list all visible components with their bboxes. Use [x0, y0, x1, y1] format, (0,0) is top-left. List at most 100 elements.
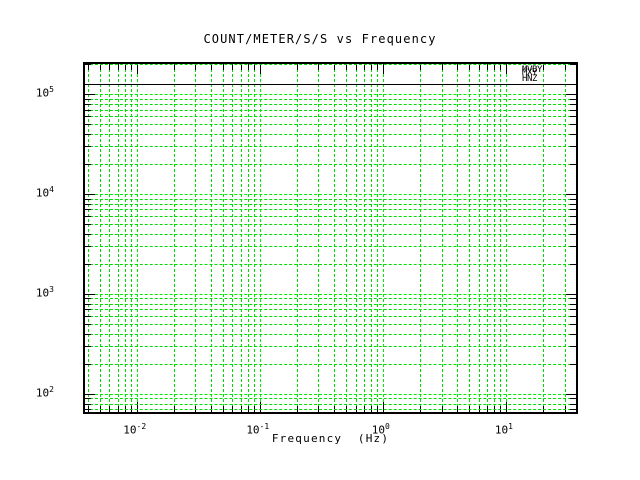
y-axis-tick: [85, 203, 91, 205]
y-axis-tick-right: [570, 333, 576, 335]
x-gridline: [419, 64, 421, 412]
x-axis-tick: [210, 406, 212, 412]
x-axis-tick: [87, 406, 89, 412]
y-axis-tick-right: [570, 316, 576, 318]
y-axis-tick: [85, 316, 91, 318]
y-axis-tick-right: [570, 116, 576, 118]
x-axis-tick: [478, 406, 480, 412]
y-gridline: [85, 303, 576, 305]
x-axis-tick-top: [318, 64, 320, 70]
x-axis-tick: [419, 406, 421, 412]
y-gridline: [85, 64, 576, 65]
y-axis-tick-right: [570, 298, 576, 300]
y-gridline: [85, 309, 576, 311]
y-axis-tick-label: 105: [35, 85, 54, 100]
x-gridline: [363, 64, 365, 412]
x-axis-tick-top: [259, 64, 261, 74]
x-axis-tick-top: [173, 64, 175, 70]
x-axis-tick: [486, 406, 488, 412]
x-axis-tick-top: [109, 64, 111, 70]
x-axis-tick-label: 10-2: [123, 422, 147, 437]
y-axis-tick: [85, 263, 91, 265]
chart-title: COUNT/METER/S/S vs Frequency: [203, 32, 437, 46]
x-gridline: [195, 64, 197, 412]
y-gridline: [85, 323, 576, 325]
y-axis-tick: [85, 198, 91, 200]
x-axis-tick: [240, 406, 242, 412]
y-axis-tick: [85, 133, 91, 135]
y-axis-tick-right: [570, 246, 576, 248]
y-axis-tick: [85, 293, 95, 295]
legend-label-hnz: HNZ: [522, 74, 538, 84]
y-axis-tick: [85, 298, 91, 300]
y-gridline: [85, 363, 576, 365]
y-gridline: [85, 109, 576, 111]
x-gridline: [240, 64, 242, 412]
y-gridline: [85, 333, 576, 335]
x-gridline: [210, 64, 212, 412]
x-axis-tick: [99, 406, 101, 412]
x-axis-tick-top: [195, 64, 197, 70]
x-axis-tick: [109, 406, 111, 412]
y-axis-tick: [85, 323, 91, 325]
y-axis-tick-right: [570, 216, 576, 218]
x-axis-tick: [382, 402, 384, 412]
x-axis-tick: [296, 406, 298, 412]
x-axis-tick: [117, 406, 119, 412]
y-gridline: [85, 146, 576, 148]
x-axis-tick: [131, 406, 133, 412]
x-gridline: [99, 64, 101, 412]
y-axis-tick: [85, 64, 91, 65]
y-axis-tick-right: [570, 398, 576, 400]
x-gridline: [478, 64, 480, 412]
x-axis-tick-top: [254, 64, 256, 70]
y-gridline: [85, 133, 576, 135]
x-axis-tick-top: [486, 64, 488, 70]
x-axis-tick-top: [345, 64, 347, 70]
x-axis-tick-top: [117, 64, 119, 70]
y-axis-tick: [85, 224, 91, 226]
x-axis-tick: [222, 406, 224, 412]
x-gridline: [493, 64, 495, 412]
x-axis-tick: [259, 402, 261, 412]
x-axis-tick: [564, 406, 566, 412]
y-axis-tick: [85, 103, 91, 105]
y-axis-tick-right: [570, 64, 576, 65]
x-gridline: [382, 64, 384, 412]
y-gridline: [85, 346, 576, 348]
x-axis-tick-top: [441, 64, 443, 70]
y-gridline: [85, 216, 576, 218]
x-gridline: [505, 64, 507, 412]
plot-frame: [83, 62, 578, 414]
x-gridline: [486, 64, 488, 412]
y-gridline: [85, 163, 576, 165]
x-gridline: [318, 64, 320, 412]
legend-label-mvby: MVBY: [522, 65, 543, 75]
x-axis-tick: [232, 406, 234, 412]
y-axis-tick-right: [566, 293, 576, 295]
x-axis-tick-top: [99, 64, 101, 70]
x-gridline: [441, 64, 443, 412]
x-gridline: [355, 64, 357, 412]
x-gridline: [131, 64, 133, 412]
y-gridline: [85, 233, 576, 235]
y-axis-tick: [85, 116, 91, 118]
x-axis-tick-top: [296, 64, 298, 70]
x-axis-tick-label: 101: [494, 422, 513, 437]
y-axis-tick: [85, 398, 91, 400]
x-gridline: [109, 64, 111, 412]
y-axis-tick-right: [570, 263, 576, 265]
y-gridline: [85, 403, 576, 405]
x-axis-tick-top: [468, 64, 470, 70]
y-gridline: [85, 263, 576, 265]
x-gridline: [254, 64, 256, 412]
y-gridline: [85, 203, 576, 205]
y-axis-tick: [85, 109, 91, 111]
x-axis-tick-top: [564, 64, 566, 70]
x-axis-tick: [441, 406, 443, 412]
y-axis-tick: [85, 124, 91, 126]
x-axis-tick: [124, 406, 126, 412]
x-axis-tick: [254, 406, 256, 412]
y-axis-tick-label: 103: [35, 284, 54, 300]
y-axis-tick-right: [570, 233, 576, 235]
